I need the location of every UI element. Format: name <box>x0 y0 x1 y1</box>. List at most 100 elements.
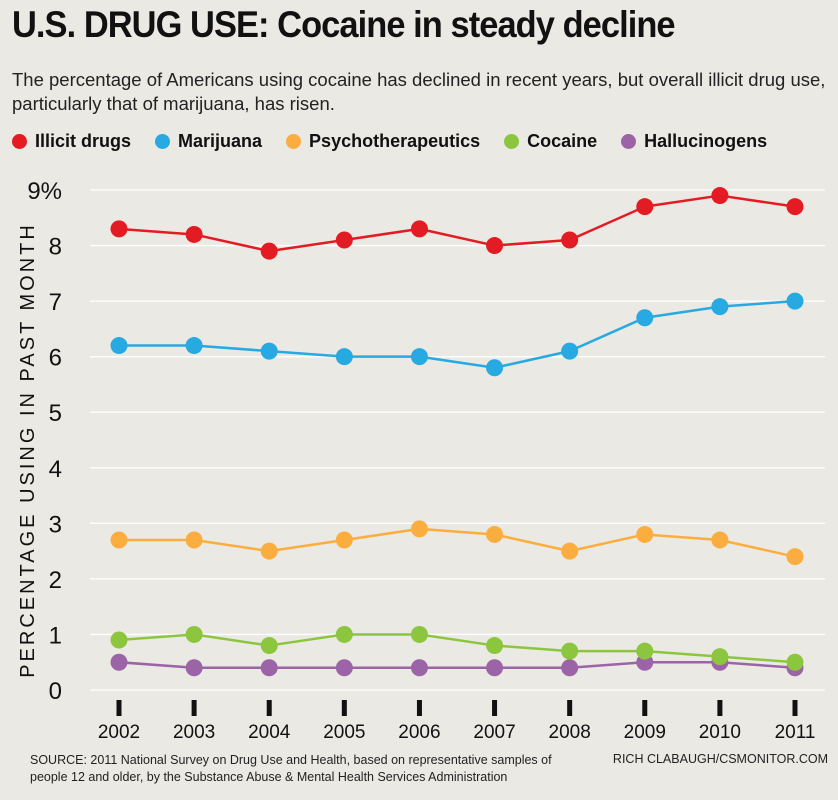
x-tick-mark-2006 <box>416 700 422 716</box>
point-illicit-drugs-2007 <box>486 237 504 255</box>
point-hallucinogens-2006 <box>410 659 428 677</box>
y-tick-label-5: 5 <box>49 400 62 427</box>
x-tick-mark-2010 <box>717 700 723 716</box>
legend-label-cocaine: Cocaine <box>527 131 598 151</box>
point-psychotherapeutics-2011 <box>786 548 804 566</box>
x-tick-label-2005: 2005 <box>323 722 365 743</box>
credit: RICH CLABAUGH/CSMONITOR.COM <box>612 752 828 766</box>
legend-item-psychotherapeutics: Psychotherapeutics <box>286 131 480 152</box>
point-hallucinogens-2007 <box>486 659 504 677</box>
chart-title: U.S. DRUG USE: Cocaine in steady decline <box>12 4 676 45</box>
point-cocaine-2008 <box>561 642 579 660</box>
series-line-illicit-drugs <box>118 194 796 253</box>
point-cocaine-2010 <box>711 648 729 666</box>
legend-marker-hallucinogens <box>621 134 637 149</box>
legend-item-marijuana: Marijuana <box>155 131 262 152</box>
point-marijuana-2007 <box>486 359 504 377</box>
point-psychotherapeutics-2007 <box>486 525 504 543</box>
point-psychotherapeutics-2002 <box>110 531 128 549</box>
y-tick-label-3: 3 <box>49 511 62 538</box>
series-line-hallucinogens <box>118 660 796 670</box>
y-axis-title: PERCENTAGE USING IN PAST MONTH <box>17 222 39 678</box>
x-tick-mark-2003 <box>191 700 197 716</box>
legend-item-illicit-drugs: Illicit drugs <box>12 131 131 152</box>
x-tick-label-2010: 2010 <box>699 722 741 743</box>
legend: Illicit drugs Marijuana Psychotherapeuti… <box>12 131 767 152</box>
point-cocaine-2003 <box>185 625 203 643</box>
x-tick-label-2009: 2009 <box>624 722 666 743</box>
point-psychotherapeutics-2010 <box>711 531 729 549</box>
legend-item-cocaine: Cocaine <box>504 131 597 152</box>
series-line-marijuana <box>119 299 796 370</box>
point-illicit-drugs-2005 <box>335 231 353 249</box>
y-tick-label-4: 4 <box>49 456 62 483</box>
point-illicit-drugs-2008 <box>561 231 579 249</box>
x-tick-label-2011: 2011 <box>775 722 816 743</box>
y-tick-label-1: 1 <box>49 622 62 649</box>
point-illicit-drugs-2010 <box>711 187 729 205</box>
point-illicit-drugs-2006 <box>410 220 428 238</box>
point-illicit-drugs-2002 <box>110 220 128 238</box>
y-tick-label-8: 8 <box>49 234 62 261</box>
point-illicit-drugs-2003 <box>185 225 203 243</box>
legend-label-marijuana: Marijuana <box>178 131 263 151</box>
point-psychotherapeutics-2006 <box>410 520 428 538</box>
point-psychotherapeutics-2004 <box>260 542 278 560</box>
point-marijuana-2003 <box>185 337 203 355</box>
point-hallucinogens-2005 <box>335 659 353 677</box>
point-illicit-drugs-2011 <box>786 198 804 216</box>
y-tick-label-9: 9% <box>27 178 62 205</box>
x-tick-mark-2009 <box>642 700 648 716</box>
point-marijuana-2002 <box>110 337 128 355</box>
legend-marker-psychotherapeutics <box>286 134 302 149</box>
x-tick-mark-2004 <box>266 700 272 716</box>
legend-marker-illicit-drugs <box>12 134 27 149</box>
point-cocaine-2006 <box>410 625 428 643</box>
point-hallucinogens-2004 <box>260 659 278 677</box>
point-illicit-drugs-2004 <box>260 242 278 260</box>
point-illicit-drugs-2009 <box>636 198 654 216</box>
series-line-psychotherapeutics <box>119 527 796 558</box>
point-marijuana-2008 <box>561 342 579 360</box>
legend-label-hallucinogens: Hallucinogens <box>644 131 768 151</box>
point-hallucinogens-2002 <box>110 653 128 671</box>
legend-marker-cocaine <box>504 134 520 149</box>
x-tick-mark-2011 <box>792 700 798 716</box>
point-hallucinogens-2008 <box>561 659 579 677</box>
point-marijuana-2005 <box>335 348 353 366</box>
legend-item-hallucinogens: Hallucinogens <box>621 131 767 152</box>
point-cocaine-2011 <box>786 653 804 671</box>
y-tick-label-2: 2 <box>49 567 62 594</box>
x-tick-mark-2008 <box>567 700 573 716</box>
x-tick-label-2002: 2002 <box>98 722 140 743</box>
chart-subtitle: The percentage of Americans using cocain… <box>12 69 826 114</box>
point-marijuana-2009 <box>636 309 654 327</box>
point-cocaine-2002 <box>110 631 128 649</box>
y-tick-label-7: 7 <box>49 289 62 316</box>
point-psychotherapeutics-2005 <box>335 531 353 549</box>
point-cocaine-2005 <box>335 625 353 643</box>
x-tick-label-2006: 2006 <box>398 722 440 743</box>
x-tick-label-2008: 2008 <box>549 722 591 743</box>
legend-label-psychotherapeutics: Psychotherapeutics <box>309 131 481 151</box>
series-line-cocaine <box>118 633 796 664</box>
point-cocaine-2004 <box>260 637 278 655</box>
point-marijuana-2006 <box>410 348 428 366</box>
y-tick-label-0: 0 <box>49 678 62 705</box>
point-marijuana-2004 <box>260 342 278 360</box>
x-tick-label-2004: 2004 <box>248 722 291 743</box>
y-tick-label-6: 6 <box>49 345 62 372</box>
legend-label-illicit-drugs: Illicit drugs <box>35 131 132 151</box>
x-tick-mark-2007 <box>492 700 498 716</box>
point-marijuana-2010 <box>711 298 729 316</box>
point-hallucinogens-2003 <box>185 659 203 677</box>
point-psychotherapeutics-2009 <box>636 525 654 543</box>
x-tick-mark-2002 <box>116 700 122 716</box>
legend-marker-marijuana <box>155 134 171 149</box>
point-marijuana-2011 <box>786 292 804 310</box>
x-tick-label-2007: 2007 <box>473 722 515 743</box>
x-tick-mark-2005 <box>341 700 347 716</box>
source-note: SOURCE: 2011 National Survey on Drug Use… <box>30 753 552 784</box>
point-psychotherapeutics-2008 <box>561 542 579 560</box>
